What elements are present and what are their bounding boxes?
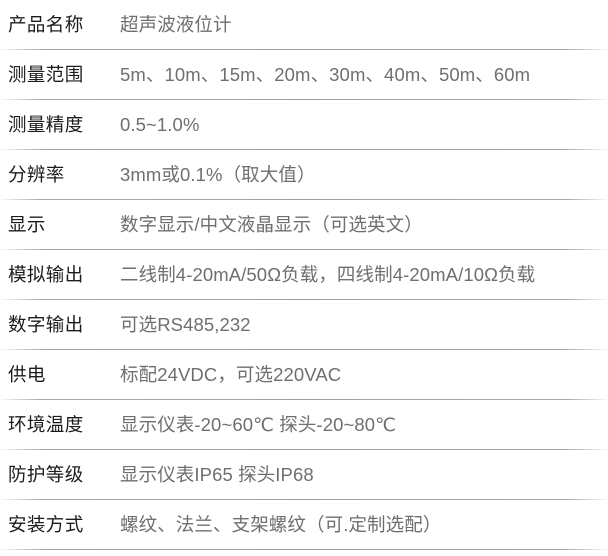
spec-label: 测量精度 bbox=[8, 113, 84, 135]
table-row: 数字输出 可选RS485,232 bbox=[0, 300, 608, 350]
spec-label: 数字输出 bbox=[8, 313, 84, 335]
table-row: 环境温度 显示仪表-20~60℃ 探头-20~80℃ bbox=[0, 400, 608, 450]
spec-value: 显示仪表IP65 探头IP68 bbox=[120, 463, 314, 485]
spec-value: 数字显示/中文液晶显示（可选英文） bbox=[120, 213, 423, 235]
spec-label: 分辨率 bbox=[8, 163, 65, 185]
spec-value: 可选RS485,232 bbox=[120, 313, 251, 335]
spec-value: 二线制4-20mA/50Ω负载，四线制4-20mA/10Ω负载 bbox=[120, 263, 536, 285]
spec-value: 螺纹、法兰、支架螺纹（可.定制选配） bbox=[120, 513, 442, 535]
table-row: 分辨率 3mm或0.1%（取大值） bbox=[0, 150, 608, 200]
spec-label: 安装方式 bbox=[8, 513, 84, 535]
spec-value: 显示仪表-20~60℃ 探头-20~80℃ bbox=[120, 413, 397, 435]
table-row: 模拟输出 二线制4-20mA/50Ω负载，四线制4-20mA/10Ω负载 bbox=[0, 250, 608, 300]
table-row: 防护等级 显示仪表IP65 探头IP68 bbox=[0, 450, 608, 500]
spec-label: 测量范围 bbox=[8, 63, 84, 85]
table-row: 测量范围 5m、10m、15m、20m、30m、40m、50m、60m bbox=[0, 50, 608, 100]
spec-label: 防护等级 bbox=[8, 463, 84, 485]
spec-label: 供电 bbox=[8, 363, 46, 385]
spec-label: 环境温度 bbox=[8, 413, 84, 435]
table-row: 产品名称 超声波液位计 bbox=[0, 0, 608, 50]
table-row: 测量精度 0.5~1.0% bbox=[0, 100, 608, 150]
spec-value: 5m、10m、15m、20m、30m、40m、50m、60m bbox=[120, 63, 531, 85]
spec-label: 显示 bbox=[8, 213, 46, 235]
spec-value: 标配24VDC，可选220VAC bbox=[120, 363, 342, 385]
spec-value: 0.5~1.0% bbox=[120, 113, 200, 135]
spec-label: 模拟输出 bbox=[8, 263, 84, 285]
spec-label: 产品名称 bbox=[8, 13, 84, 35]
table-row: 显示 数字显示/中文液晶显示（可选英文） bbox=[0, 200, 608, 250]
table-row: 安装方式 螺纹、法兰、支架螺纹（可.定制选配） bbox=[0, 500, 608, 550]
spec-value: 3mm或0.1%（取大值） bbox=[120, 163, 316, 185]
spec-value: 超声波液位计 bbox=[120, 13, 232, 35]
table-row: 供电 标配24VDC，可选220VAC bbox=[0, 350, 608, 400]
